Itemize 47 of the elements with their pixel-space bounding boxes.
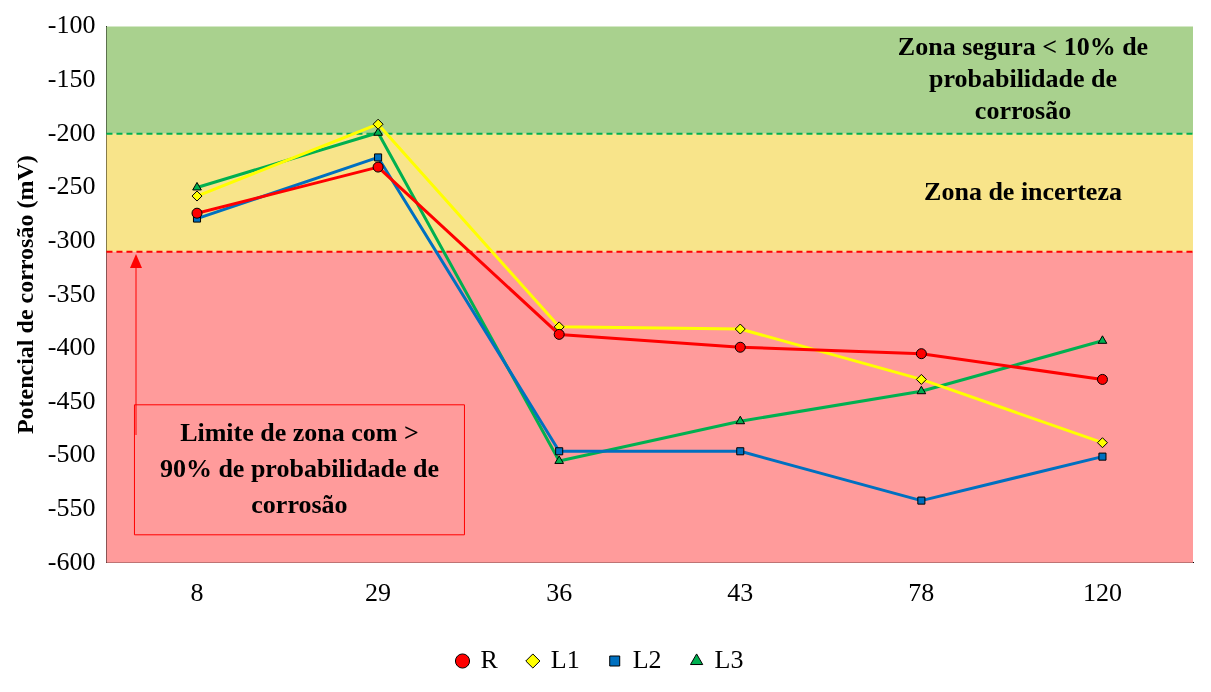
point	[916, 385, 927, 395]
point	[554, 455, 565, 464]
point	[555, 447, 564, 456]
y-tick-label: -450	[47, 385, 96, 415]
y-tick-label: -500	[47, 439, 96, 469]
point	[915, 348, 927, 360]
point	[1098, 452, 1107, 461]
y-tick-label: -300	[47, 224, 96, 254]
point	[734, 341, 746, 353]
point	[917, 496, 926, 505]
legend-label: L3	[714, 644, 744, 674]
x-tick-label: 29	[365, 578, 392, 608]
point	[1096, 437, 1108, 449]
point	[374, 153, 383, 162]
band-label: Zona segura < 10% de probabilidade de corrosão	[897, 31, 1149, 125]
legend-label: R	[480, 644, 499, 674]
y-tick-label: -350	[47, 278, 96, 308]
point	[372, 161, 384, 173]
legend-label: L1	[550, 644, 580, 674]
point	[915, 373, 927, 385]
x-tick-label: 78	[908, 578, 935, 608]
point	[553, 328, 565, 340]
point	[734, 323, 746, 335]
y-tick-label: -150	[47, 64, 96, 94]
point	[372, 118, 384, 130]
legend-label: L2	[632, 644, 662, 674]
point	[735, 415, 746, 425]
x-tick-label: 43	[727, 578, 754, 608]
band-label: Zona de incerteza	[924, 176, 1122, 206]
y-tick-label: -250	[47, 171, 96, 201]
annotation: Limite de zona com > 90% de probabilidade de corrosão	[159, 417, 440, 519]
y-tick-label: -400	[47, 332, 96, 362]
point	[736, 447, 745, 456]
y-tick-label: -550	[47, 493, 96, 523]
point	[373, 127, 383, 136]
point	[191, 207, 203, 219]
point	[1097, 335, 1108, 344]
y-tick-label: -200	[47, 117, 96, 147]
point	[192, 181, 202, 191]
x-tick-label: 36	[546, 578, 573, 608]
y-axis-title: Potencial de corrosão (mV)	[11, 155, 38, 435]
y-tick-label: -100	[47, 10, 96, 40]
x-tick-label: 120	[1082, 578, 1122, 608]
point	[1096, 373, 1108, 385]
y-tick-label: -600	[47, 546, 96, 576]
point	[191, 190, 203, 202]
x-tick-label: 8	[190, 578, 204, 608]
